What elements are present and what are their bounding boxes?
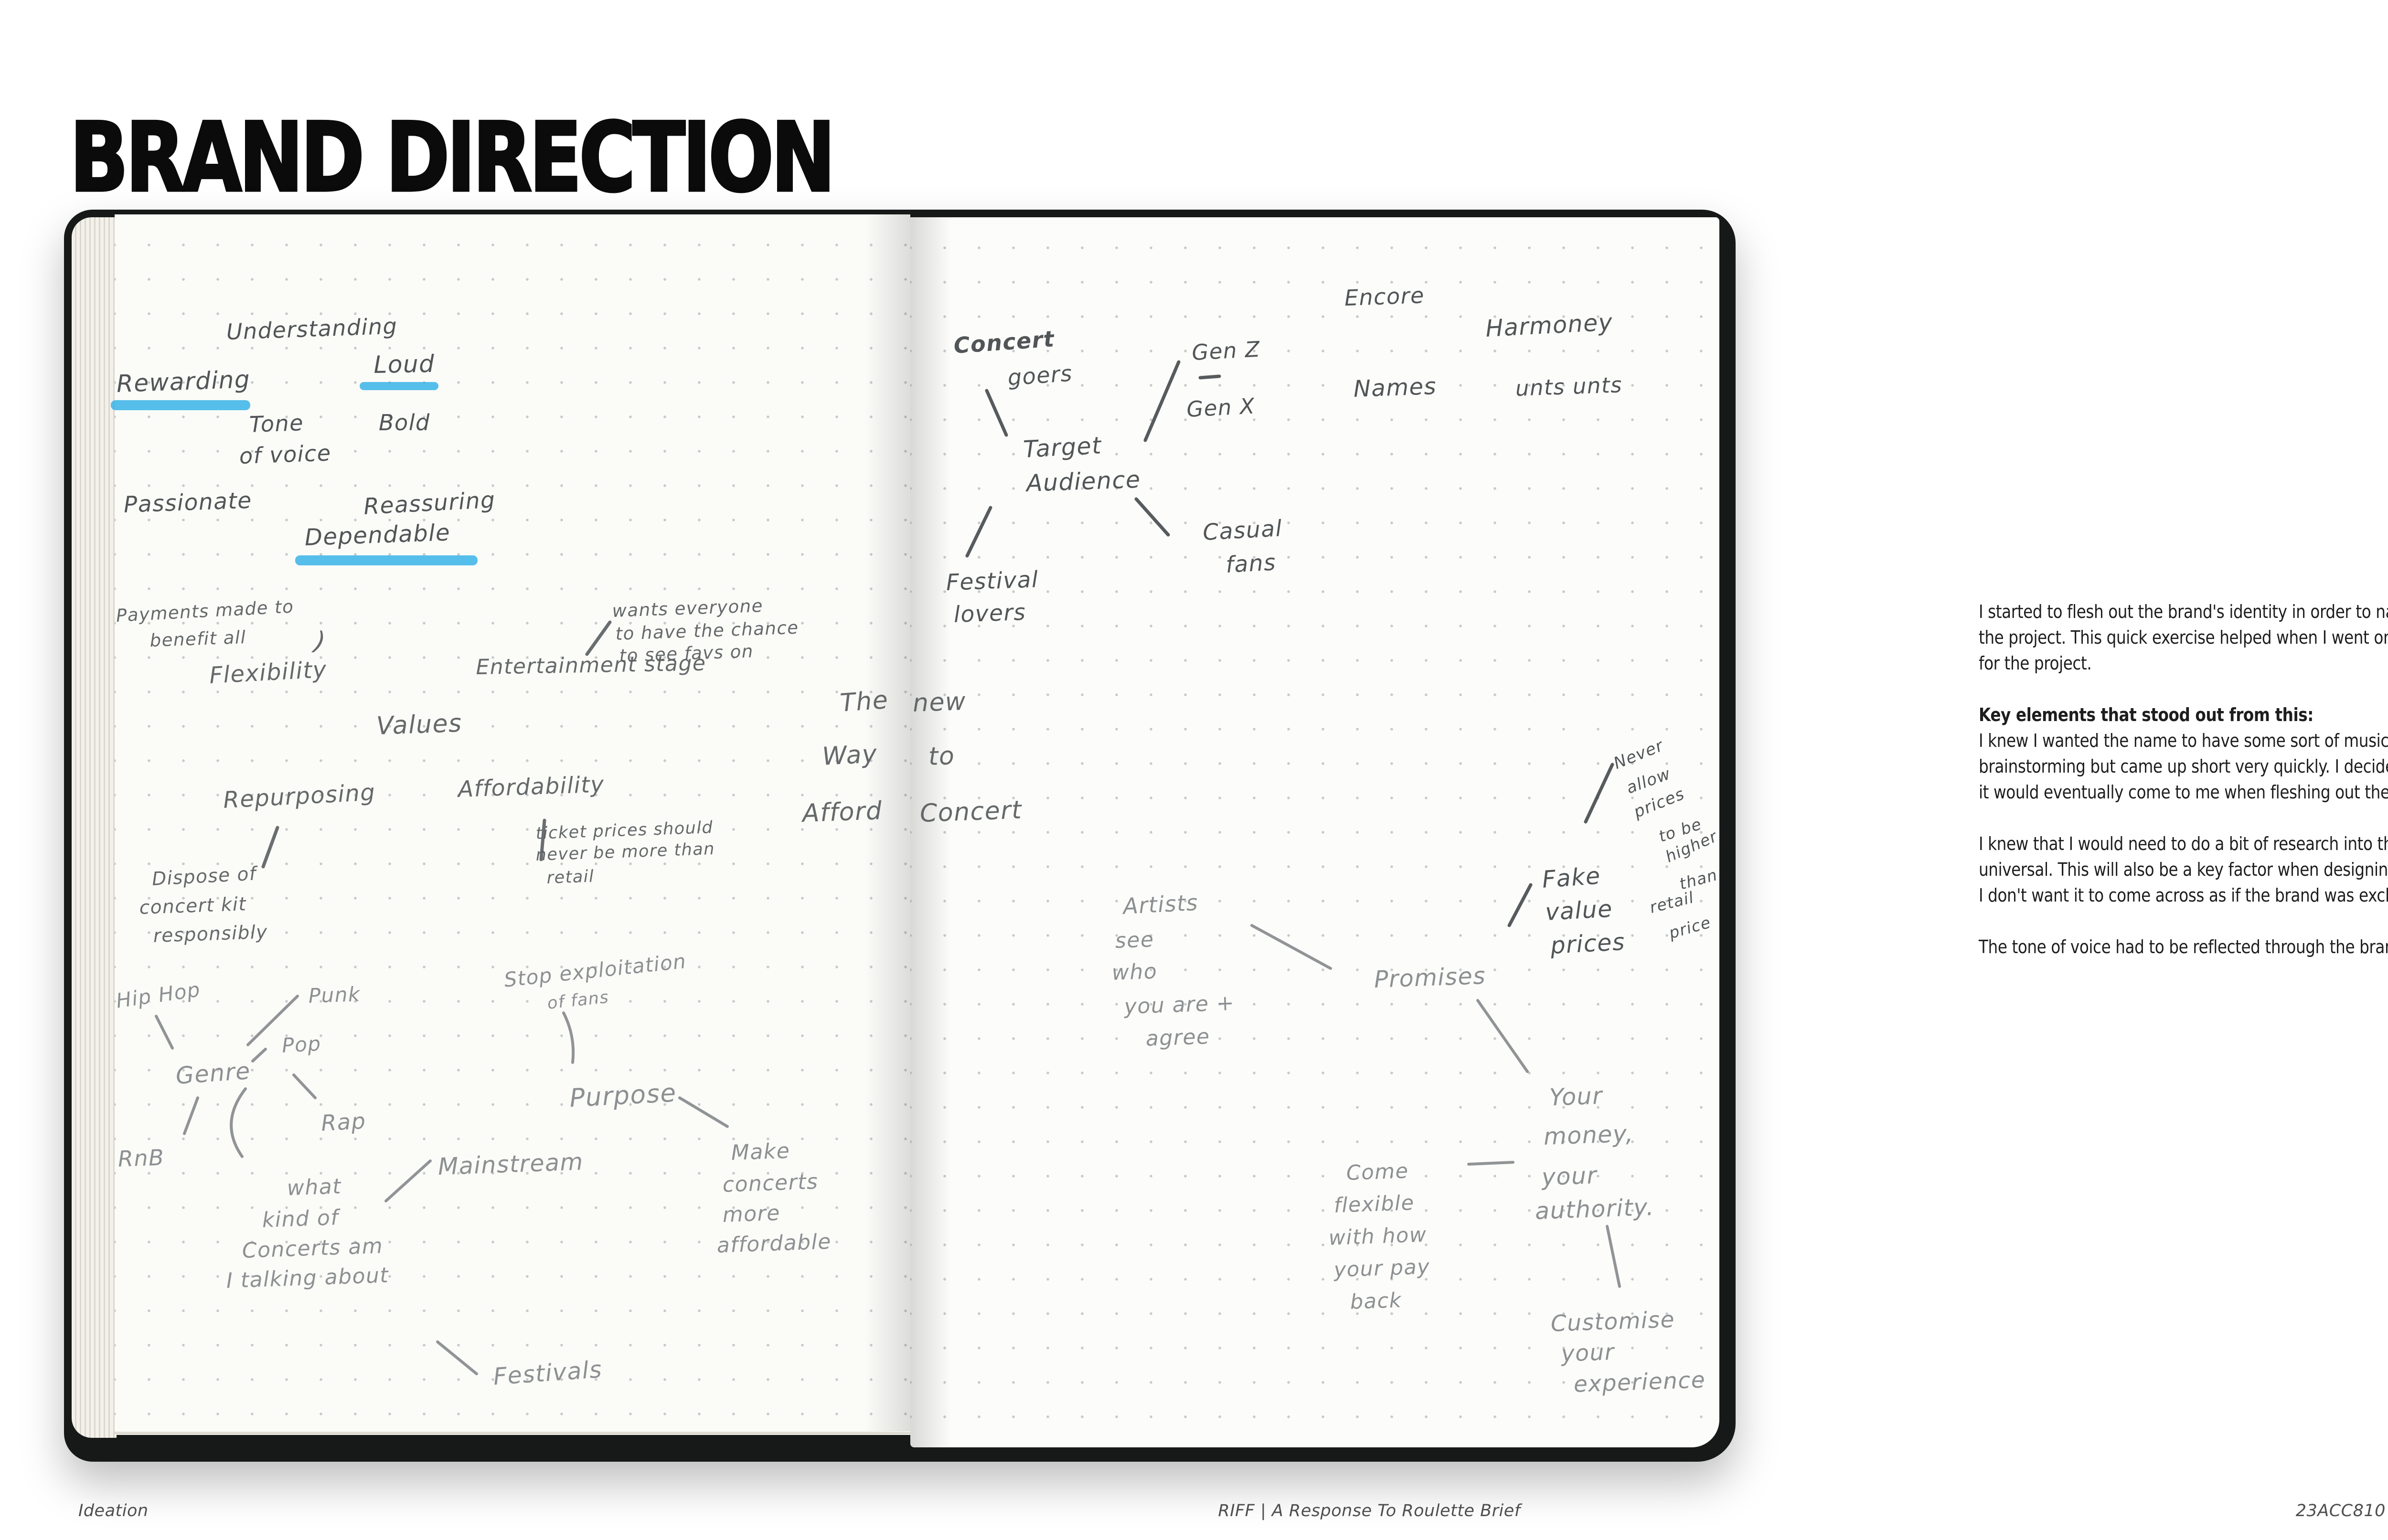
handwritten-note: Casual	[1202, 515, 1283, 546]
handwritten-note: your	[1541, 1161, 1598, 1191]
handwritten-note: Tone	[249, 410, 304, 437]
handwritten-note: money,	[1543, 1120, 1634, 1150]
sketchbook-right-page	[910, 217, 1719, 1447]
commentary-line: I started to flesh out the brand's ident…	[1979, 601, 2388, 622]
handwritten-note: Come	[1346, 1159, 1409, 1185]
commentary-line: brainstorming but came up short very qui…	[1979, 756, 2388, 777]
handwritten-note: Dependable	[304, 519, 451, 551]
paragraph-gap	[1979, 908, 2388, 934]
handwritten-note: concert kit	[139, 893, 247, 919]
handwritten-note: authority.	[1535, 1193, 1655, 1225]
sketchbook	[64, 210, 1736, 1462]
handwritten-note: your	[1561, 1339, 1615, 1367]
handwritten-note: Values	[376, 709, 463, 741]
handwritten-note: you are +	[1124, 990, 1235, 1019]
commentary-line: I knew that I would need to do a bit of …	[1979, 833, 2388, 854]
commentary-line: the project. This quick exercise helped …	[1979, 627, 2388, 648]
handwritten-note: your pay	[1333, 1254, 1431, 1282]
highlighter-underline	[360, 382, 438, 390]
commentary-line: The tone of voice had to be reflected th…	[1979, 936, 2388, 957]
handwritten-note: kind of	[262, 1205, 340, 1232]
commentary-line: it would eventually come to me when fles…	[1979, 782, 2388, 803]
handwritten-note: Make	[731, 1138, 791, 1165]
highlighter-underline	[295, 555, 478, 565]
handwritten-note: of voice	[239, 440, 332, 469]
handwritten-note: Purpose	[569, 1078, 678, 1113]
handwritten-note: Way	[821, 739, 878, 771]
handwritten-note: RnB	[117, 1144, 165, 1172]
handwritten-note: Punk	[308, 982, 361, 1008]
handwritten-note: new	[912, 687, 967, 718]
handwritten-note: with how	[1328, 1222, 1428, 1250]
handwritten-note: more	[722, 1200, 781, 1227]
handwritten-note: back	[1350, 1288, 1402, 1314]
handwritten-note: Artists	[1122, 889, 1199, 919]
handwritten-note: experience	[1573, 1367, 1706, 1398]
handwritten-note: Audience	[1026, 466, 1141, 497]
handwritten-note: Entertainment stage	[476, 651, 706, 680]
page-title: BRAND DIRECTION	[69, 101, 837, 214]
handwritten-note: Rap	[320, 1108, 367, 1136]
highlighter-underline	[111, 400, 250, 410]
page-stack-edge	[72, 217, 117, 1438]
sketchbook-left-page	[115, 214, 910, 1435]
handwritten-note: what	[287, 1174, 342, 1200]
handwritten-note: responsibly	[153, 921, 268, 947]
footer-project-label: RIFF | A Response To Roulette Brief	[1218, 1501, 1521, 1520]
handwritten-note: Gen Z	[1191, 336, 1261, 365]
handwritten-note: Your	[1549, 1082, 1603, 1111]
footer-author-label: 23ACC810 D'Carlos Ikuomola-Andre F024776	[2295, 1501, 2388, 1520]
handwritten-note: Rewarding	[116, 365, 251, 398]
handwritten-note: Genre	[175, 1057, 252, 1090]
commentary-line: I don't want it to come across as if the…	[1979, 885, 2388, 906]
handwritten-note: Mainstream	[437, 1148, 584, 1180]
handwritten-note: Fake	[1541, 862, 1602, 893]
handwritten-note: Afford	[802, 797, 883, 828]
handwritten-note: The	[839, 685, 890, 718]
handwritten-note: Concert	[919, 796, 1023, 828]
handwritten-note: Encore	[1344, 282, 1425, 311]
handwritten-note: lovers	[953, 599, 1027, 628]
handwritten-note: who	[1111, 959, 1158, 985]
commentary-line: for the project.	[1979, 653, 2092, 674]
handwritten-note: Pop	[281, 1031, 322, 1057]
handwritten-note: benefit all	[149, 627, 247, 651]
handwritten-note: agree	[1145, 1024, 1211, 1051]
handwritten-note: Names	[1353, 372, 1437, 403]
handwritten-note: goers	[1007, 360, 1074, 391]
footer-section-label: Ideation	[78, 1501, 149, 1520]
handwritten-note: affordable	[716, 1229, 832, 1258]
handwritten-note: Loud	[373, 350, 435, 379]
handwritten-note: Promises	[1374, 962, 1487, 993]
handwritten-note: Passionate	[123, 487, 253, 518]
handwritten-note: fans	[1225, 549, 1277, 578]
handwritten-note: to	[928, 742, 956, 771]
handwritten-note: Bold	[379, 410, 430, 435]
commentary-line: universal. This will also be a key facto…	[1979, 859, 2388, 880]
handwritten-note: Affordability	[458, 771, 605, 803]
handwritten-note: retail	[546, 867, 595, 888]
handwritten-note: prices	[1550, 928, 1626, 959]
handwritten-note: Target	[1023, 432, 1103, 463]
paragraph-gap	[1979, 805, 2388, 831]
handwritten-note: concerts	[722, 1169, 819, 1197]
handwritten-note: value	[1545, 895, 1614, 926]
commentary-section: I started to flesh out the brand's ident…	[1979, 599, 2388, 960]
commentary-line: I knew I wanted the name to have some so…	[1979, 730, 2388, 751]
commentary-heading: Key elements that stood out from this:	[1979, 704, 2313, 725]
handwritten-note: Gen X	[1186, 393, 1256, 422]
handwritten-note: see	[1115, 927, 1155, 953]
handwritten-note: unts unts	[1515, 372, 1623, 401]
handwritten-note: Customise	[1550, 1306, 1675, 1337]
paragraph-gap	[1979, 676, 2388, 702]
handwritten-note: Concerts am	[242, 1233, 384, 1263]
handwritten-note: flexible	[1333, 1191, 1415, 1218]
handwritten-note: Festival	[946, 566, 1039, 596]
